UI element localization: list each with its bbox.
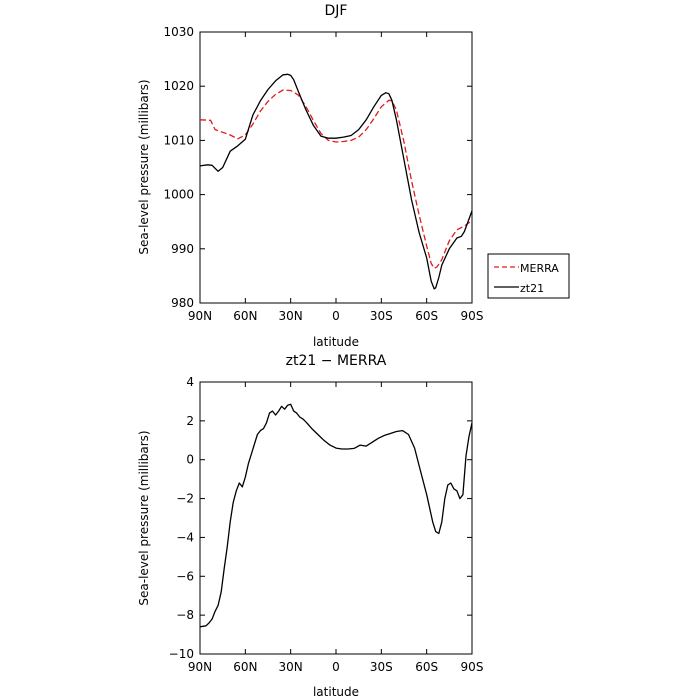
top-x-tick-label: 60S	[415, 309, 438, 323]
bottom-y-tick-label: −8	[176, 608, 194, 622]
top-x-axis-label: latitude	[313, 335, 359, 349]
top-y-tick-label: 980	[171, 296, 194, 310]
bottom-y-tick-label: 4	[186, 375, 194, 389]
bottom-x-tick-label: 90N	[188, 660, 212, 674]
top-y-axis: 980 990 1000 1010 1020 1030	[163, 25, 472, 310]
bottom-x-tick-label: 30N	[279, 660, 303, 674]
bottom-y-tick-label: 0	[186, 453, 194, 467]
top-series-line-merra	[199, 89, 473, 269]
top-plot-series	[199, 73, 473, 290]
bottom-x-axis: 90N 60N 30N 0 30S 60S 90S	[188, 382, 484, 674]
bottom-x-tick-label: 60N	[233, 660, 257, 674]
top-x-tick-label: 30N	[279, 309, 303, 323]
top-x-tick-label: 60N	[233, 309, 257, 323]
top-series-line-zt21	[199, 73, 473, 290]
bottom-y-tick-label: −2	[176, 492, 194, 506]
top-y-tick-label: 990	[171, 242, 194, 256]
bottom-series-line-difference	[199, 403, 473, 628]
bottom-chart-title: zt21 − MERRA	[286, 353, 387, 369]
top-y-tick-label: 1000	[163, 188, 194, 202]
bottom-chart: zt21 − MERRA −10 −8 −6 −4 −2 0 2 4 90N 60N 30N 0 30…	[137, 353, 483, 699]
top-y-axis-label: Sea-level pressure (millibars)	[137, 79, 151, 254]
bottom-x-axis-label: latitude	[313, 685, 359, 699]
top-x-axis: 90N 60N 30N 0 30S 60S 90S	[188, 32, 484, 323]
top-x-tick-label: 90S	[461, 309, 484, 323]
top-y-tick-label: 1010	[163, 133, 194, 147]
legend-label-merra: MERRA	[520, 262, 559, 275]
bottom-x-tick-label: 0	[332, 660, 340, 674]
top-y-tick-label: 1020	[163, 79, 194, 93]
bottom-y-tick-label: −6	[176, 569, 194, 583]
bottom-plot-series	[199, 403, 473, 628]
bottom-y-tick-label: −4	[176, 530, 194, 544]
top-chart: DJF 980 990 1000 1010 1020 1030 90N 60N 30N 0 30S…	[137, 3, 570, 349]
bottom-y-tick-label: −10	[169, 647, 194, 661]
bottom-x-tick-label: 60S	[415, 660, 438, 674]
bottom-x-tick-label: 30S	[370, 660, 393, 674]
legend-box	[487, 253, 570, 299]
bottom-y-axis: −10 −8 −6 −4 −2 0 2 4	[169, 375, 472, 661]
legend: MERRA zt21	[487, 253, 570, 299]
bottom-y-axis-label: Sea-level pressure (millibars)	[137, 430, 151, 605]
top-x-tick-label: 90N	[188, 309, 212, 323]
top-x-tick-label: 30S	[370, 309, 393, 323]
top-chart-title: DJF	[325, 3, 348, 19]
legend-label-zt21: zt21	[520, 282, 544, 295]
top-y-tick-label: 1030	[163, 25, 194, 39]
top-x-tick-label: 0	[332, 309, 340, 323]
bottom-x-tick-label: 90S	[461, 660, 484, 674]
bottom-y-tick-label: 2	[186, 414, 194, 428]
